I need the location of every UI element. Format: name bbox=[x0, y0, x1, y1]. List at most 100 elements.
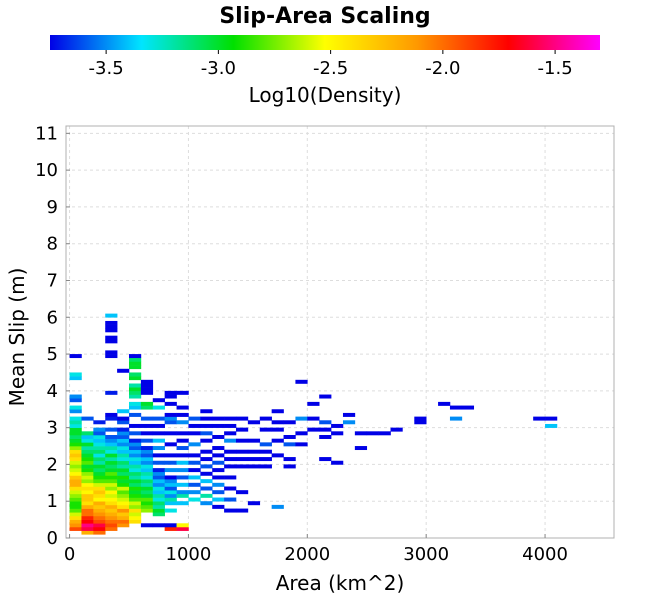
heatmap-cell bbox=[354, 446, 368, 451]
heatmap-cell bbox=[140, 504, 154, 509]
heatmap-cell bbox=[105, 493, 118, 498]
heatmap-cell bbox=[129, 490, 142, 495]
heatmap-cell bbox=[188, 482, 201, 487]
heatmap-cell bbox=[152, 493, 165, 498]
heatmap-cell bbox=[200, 409, 213, 414]
heatmap-cell bbox=[69, 435, 82, 439]
heatmap-cell bbox=[105, 412, 118, 417]
heatmap-cell bbox=[105, 442, 118, 447]
heatmap-cell bbox=[140, 460, 154, 465]
heatmap-cell bbox=[176, 526, 189, 531]
heatmap-cell bbox=[69, 453, 82, 458]
heatmap-cell bbox=[69, 427, 82, 432]
heatmap-cell bbox=[105, 328, 118, 333]
heatmap-cell bbox=[69, 438, 82, 443]
heatmap-cell bbox=[93, 460, 106, 465]
y-tick-label: 9 bbox=[47, 197, 58, 218]
heatmap-cell bbox=[129, 383, 142, 388]
heatmap-cell bbox=[140, 390, 154, 395]
heatmap-cell bbox=[81, 475, 94, 480]
heatmap-cell bbox=[247, 438, 261, 443]
heatmap-cell bbox=[129, 519, 142, 524]
heatmap-cell bbox=[129, 464, 142, 469]
colorbar-label: Log10(Density) bbox=[249, 83, 402, 107]
heatmap-cell bbox=[152, 423, 165, 428]
heatmap-cell bbox=[152, 508, 165, 513]
heatmap-cell bbox=[164, 482, 177, 487]
heatmap-cell bbox=[81, 497, 94, 502]
heatmap-cell bbox=[461, 405, 475, 410]
heatmap-cell bbox=[235, 438, 249, 443]
heatmap-cell bbox=[212, 482, 225, 487]
heatmap-cell bbox=[81, 482, 94, 487]
heatmap-cell bbox=[283, 457, 296, 462]
heatmap-cell bbox=[69, 468, 82, 473]
heatmap-cell bbox=[342, 420, 356, 425]
heatmap-cell bbox=[129, 479, 142, 484]
heatmap-cell bbox=[176, 460, 189, 465]
heatmap-cell bbox=[342, 412, 356, 417]
heatmap-cell bbox=[105, 320, 118, 325]
heatmap-cell bbox=[224, 464, 237, 469]
heatmap-cell bbox=[105, 486, 118, 491]
heatmap-cell bbox=[117, 519, 130, 524]
heatmap-cell bbox=[105, 504, 118, 509]
heatmap-cell bbox=[81, 431, 94, 436]
heatmap-cell bbox=[117, 479, 130, 484]
heatmap-cell bbox=[164, 420, 177, 425]
heatmap-cell bbox=[200, 486, 213, 491]
y-tick-label: 5 bbox=[47, 344, 58, 365]
heatmap-cell bbox=[129, 449, 142, 454]
heatmap-cell bbox=[545, 423, 558, 428]
heatmap-cell bbox=[224, 449, 237, 454]
heatmap-cell bbox=[152, 486, 165, 491]
heatmap-cell bbox=[81, 490, 94, 495]
heatmap-cell bbox=[140, 449, 154, 454]
heatmap-cell bbox=[105, 446, 118, 451]
heatmap-cell bbox=[81, 460, 94, 465]
heatmap-cell bbox=[176, 446, 189, 451]
heatmap-cell bbox=[164, 468, 177, 473]
heatmap-cell bbox=[81, 438, 94, 443]
heatmap-cell bbox=[212, 490, 225, 495]
heatmap-cell bbox=[129, 482, 142, 487]
heatmap-cell bbox=[93, 464, 106, 469]
heatmap-cell bbox=[140, 468, 154, 473]
heatmap-cell bbox=[69, 512, 82, 517]
x-tick-label: 3000 bbox=[403, 544, 449, 565]
heatmap-cell bbox=[105, 313, 118, 318]
heatmap-cell bbox=[81, 526, 94, 531]
heatmap-cell bbox=[129, 365, 142, 370]
heatmap-cell bbox=[140, 379, 154, 384]
heatmap-cell bbox=[200, 449, 213, 454]
heatmap-cell bbox=[81, 453, 94, 458]
heatmap-cell bbox=[533, 416, 546, 421]
heatmap-cell bbox=[140, 431, 154, 436]
heatmap-cell bbox=[81, 493, 94, 498]
heatmap-cell bbox=[224, 423, 237, 428]
heatmap-cell bbox=[105, 519, 118, 524]
heatmap-cell bbox=[105, 464, 118, 469]
heatmap-cell bbox=[105, 526, 118, 531]
heatmap-cell bbox=[140, 457, 154, 462]
heatmap-cell bbox=[176, 490, 189, 495]
heatmap-cell bbox=[117, 438, 130, 443]
heatmap-cell bbox=[331, 423, 344, 428]
heatmap-cell bbox=[283, 435, 296, 439]
heatmap-cell bbox=[69, 475, 82, 480]
heatmap-cell bbox=[105, 457, 118, 462]
heatmap-cell bbox=[129, 512, 142, 517]
heatmap-cell bbox=[117, 442, 130, 447]
heatmap-cell bbox=[140, 475, 154, 480]
heatmap-cell bbox=[117, 435, 130, 439]
heatmap-cell bbox=[152, 431, 165, 436]
heatmap-cell bbox=[224, 508, 237, 513]
heatmap-cell bbox=[188, 416, 201, 421]
heatmap-cell bbox=[164, 501, 177, 506]
heatmap-cell bbox=[105, 339, 118, 344]
heatmap-cell bbox=[224, 431, 237, 436]
heatmap-cell bbox=[129, 446, 142, 451]
heatmap-cell bbox=[117, 482, 130, 487]
heatmap-cell bbox=[438, 401, 451, 406]
